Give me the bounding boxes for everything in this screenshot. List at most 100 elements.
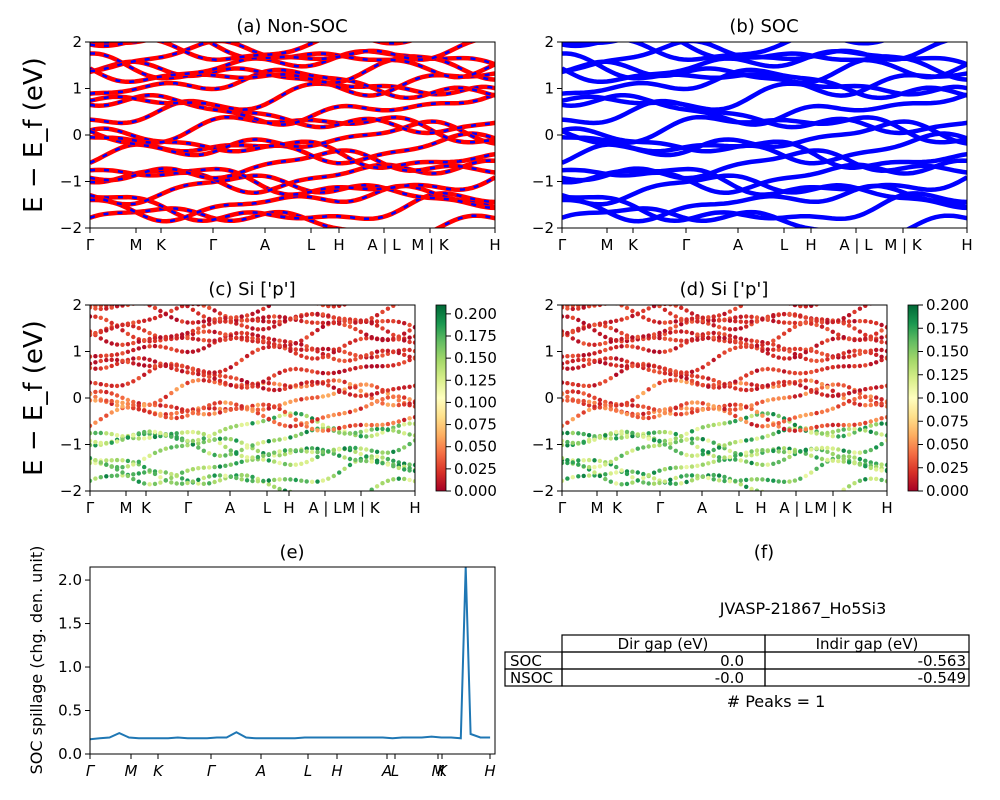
projection-point xyxy=(212,437,217,442)
projection-point xyxy=(852,294,856,298)
projection-point xyxy=(261,402,266,407)
projection-point xyxy=(201,319,206,324)
projection-point xyxy=(754,448,760,453)
projection-point xyxy=(207,465,212,470)
projection-point xyxy=(738,381,743,386)
table-row-nsoc-indir: -0.549 xyxy=(918,669,966,687)
projection-point xyxy=(662,479,668,484)
projection-point xyxy=(282,477,288,482)
projection-point xyxy=(282,423,288,428)
projection-point xyxy=(597,349,603,354)
projection-point xyxy=(884,400,887,405)
projection-point xyxy=(185,320,190,325)
projection-point xyxy=(142,344,147,350)
projection-point xyxy=(169,315,174,320)
projection-point xyxy=(819,456,825,462)
projection-point xyxy=(304,479,309,484)
projection-point xyxy=(651,438,657,443)
x-tick-label: L xyxy=(780,236,789,254)
y-tick-label: −2 xyxy=(532,219,554,237)
projection-point xyxy=(684,431,689,436)
projection-point xyxy=(765,383,770,388)
projection-point xyxy=(684,376,689,381)
projection-point xyxy=(413,298,417,302)
x-tick-label: H xyxy=(331,762,342,780)
projection-point xyxy=(136,376,141,381)
projection-point xyxy=(630,294,634,298)
projection-point xyxy=(358,422,363,428)
projection-point xyxy=(576,328,581,333)
projection-point xyxy=(842,294,846,298)
projection-point xyxy=(277,403,282,408)
projection-point xyxy=(608,459,613,464)
projection-point xyxy=(288,367,293,372)
projection-point xyxy=(185,480,190,486)
x-tick-label: H xyxy=(409,499,420,517)
projection-point xyxy=(90,478,93,483)
projection-point xyxy=(668,477,673,482)
x-tick-label: A | L xyxy=(779,499,813,517)
projection-point xyxy=(651,476,657,481)
projection-point xyxy=(700,401,705,406)
projection-point xyxy=(814,358,819,364)
projection-point xyxy=(288,477,293,482)
projection-point xyxy=(255,327,261,332)
projection-point xyxy=(402,321,407,326)
projection-point xyxy=(581,353,586,358)
projection-point xyxy=(185,438,190,444)
projection-point xyxy=(244,445,250,450)
projection-point xyxy=(641,295,645,299)
projection-point xyxy=(315,395,320,400)
projection-point xyxy=(700,336,705,341)
projection-point xyxy=(603,347,608,353)
y-tick-label: 2 xyxy=(544,296,554,314)
projection-point xyxy=(125,359,131,365)
projection-point xyxy=(131,361,136,366)
projection-point xyxy=(825,445,830,451)
colorbar-tick-label: 0.050 xyxy=(926,436,969,454)
projection-point xyxy=(244,385,250,390)
projection-point xyxy=(380,326,385,331)
projection-point xyxy=(706,361,711,366)
projection-point xyxy=(109,473,114,479)
projection-point xyxy=(326,320,331,326)
projection-point xyxy=(700,474,705,479)
projection-point xyxy=(586,393,592,398)
projection-point xyxy=(223,400,228,405)
projection-point xyxy=(792,422,798,428)
projection-point xyxy=(147,453,152,458)
x-tick-label: M | K xyxy=(814,499,853,517)
projection-point xyxy=(309,395,315,401)
projection-point xyxy=(104,365,109,370)
projection-point xyxy=(565,314,570,319)
projection-point xyxy=(163,478,168,483)
projection-point xyxy=(722,350,727,355)
projection-point xyxy=(744,438,749,443)
projection-point xyxy=(570,417,575,422)
projection-point xyxy=(635,470,640,475)
projection-point xyxy=(239,385,244,390)
projection-point xyxy=(391,319,396,324)
projection-point xyxy=(657,443,662,448)
projection-point xyxy=(244,421,250,427)
projection-point xyxy=(837,490,839,491)
projection-point xyxy=(630,469,635,474)
projection-point xyxy=(201,305,206,308)
projection-point xyxy=(651,319,657,324)
projection-point xyxy=(147,410,152,415)
projection-point xyxy=(874,431,879,436)
projection-point xyxy=(689,406,695,412)
projection-point xyxy=(641,415,646,421)
projection-point xyxy=(364,295,368,299)
projection-point xyxy=(179,407,185,412)
projection-point xyxy=(695,408,700,414)
projection-point xyxy=(136,436,141,441)
projection-point xyxy=(792,428,798,433)
projection-point xyxy=(402,338,407,343)
projection-point xyxy=(93,366,98,371)
projection-point xyxy=(592,437,597,442)
projection-point xyxy=(581,326,586,331)
projection-point xyxy=(819,409,825,415)
